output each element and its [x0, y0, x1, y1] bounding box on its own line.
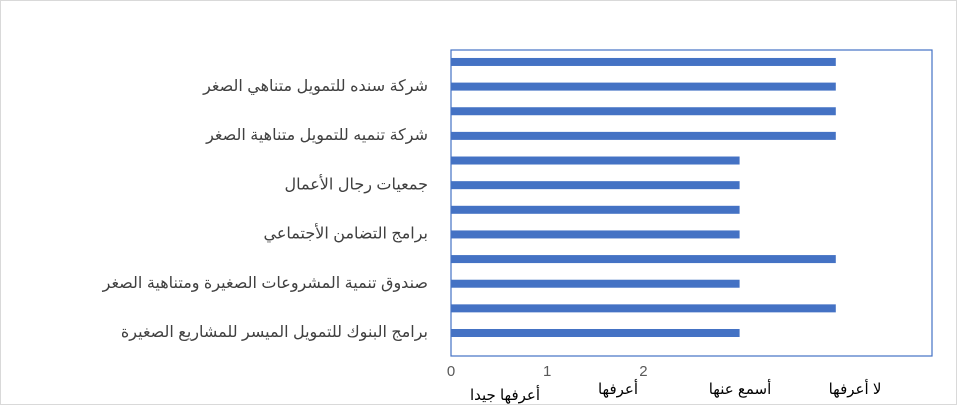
x-tick-label: 0: [447, 363, 455, 380]
y-tick-label: صندوق تنمية المشروعات الصغيرة ومتناهية ا…: [102, 275, 428, 293]
y-tick-label: شركة تنميه للتمويل متناهية الصغر: [205, 127, 428, 145]
bar: [451, 279, 740, 288]
plot-border: [450, 49, 933, 357]
bar: [451, 82, 836, 91]
annotation: أعرفها: [598, 379, 638, 398]
bar: [451, 156, 740, 165]
y-tick-label: شركة سنده للتمويل متناهي الصغر: [202, 78, 428, 96]
y-tick-label: برامج التضامن الأجتماعي: [264, 223, 428, 244]
annotation: أسمع عنها: [709, 379, 772, 398]
annotation: أعرفها جيدا: [470, 385, 540, 404]
y-tick-label: برامج البنوك للتمويل الميسر للمشاريع الص…: [121, 324, 428, 342]
y-tick-label: جمعيات رجال الأعمال: [285, 173, 429, 194]
bar: [451, 255, 836, 264]
bar: [451, 181, 740, 190]
bar: [451, 304, 836, 313]
bar: [451, 57, 836, 66]
bar: [451, 230, 740, 239]
x-tick-label: 2: [639, 363, 647, 380]
x-tick-label: 1: [543, 363, 551, 380]
bar: [451, 205, 740, 214]
bar: [451, 131, 836, 140]
bar: [451, 107, 836, 116]
annotation: لا أعرفها: [829, 379, 882, 398]
bar: [451, 329, 740, 337]
